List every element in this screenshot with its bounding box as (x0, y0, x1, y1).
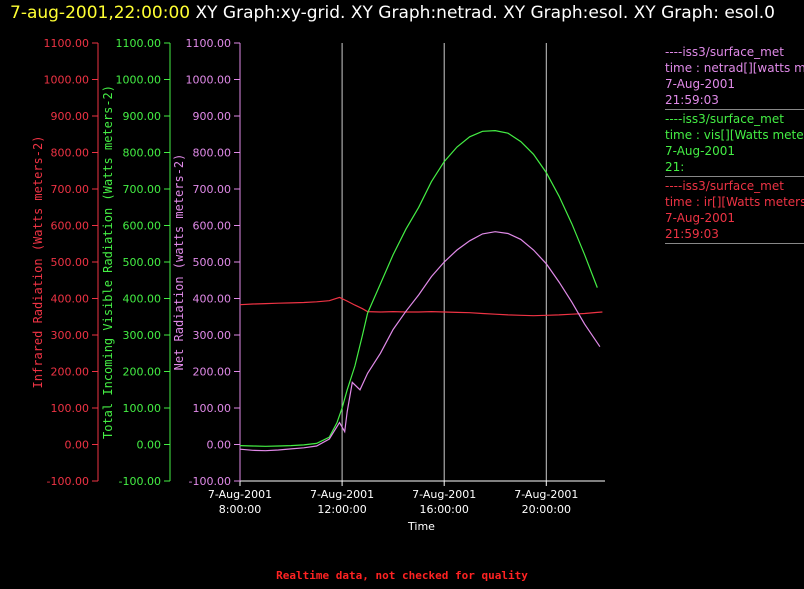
y-tick-label-ir: 400.00 (51, 293, 90, 306)
y-tick-label-ir: 700.00 (51, 183, 90, 196)
y-axis-label-ir: Infrared Radiation (Watts meters-2) (31, 136, 45, 389)
y-tick-label-ir: 1100.00 (44, 37, 90, 50)
chart-header: 7-aug-2001,22:00:00 XY Graph:xy-grid. XY… (10, 2, 790, 25)
y-tick-label-vis: 600.00 (123, 220, 162, 233)
legend-line: 7-Aug-2001 (665, 77, 736, 91)
x-tick-label-time: 16:00:00 (419, 503, 468, 516)
x-tick-label-time: 8:00:00 (219, 503, 261, 516)
x-axis-label: Time (407, 520, 435, 533)
series-line-vis (239, 129, 598, 447)
legend-line: time : netrad[][watts me (665, 61, 804, 75)
y-tick-label-netrad: 800.00 (193, 147, 232, 160)
y-tick-label-netrad: 700.00 (193, 183, 232, 196)
legend-line: 21:59:03 (665, 93, 719, 107)
y-tick-label-vis: 500.00 (123, 256, 162, 269)
y-tick-label-vis: 100.00 (123, 402, 162, 415)
y-tick-label-ir: 0.00 (65, 439, 90, 452)
y-tick-label-vis: 900.00 (123, 110, 162, 123)
y-tick-label-ir: 800.00 (51, 147, 90, 160)
x-tick-label-time: 12:00:00 (317, 503, 366, 516)
legend-line: time : ir[][Watts meters (665, 195, 804, 209)
x-tick-label-time: 20:00:00 (522, 503, 571, 516)
y-tick-label-vis: 800.00 (123, 147, 162, 160)
x-tick-label-date: 7-Aug-2001 (208, 488, 272, 501)
legend-line: 7-Aug-2001 (665, 211, 736, 225)
y-tick-label-ir: 900.00 (51, 110, 90, 123)
y-tick-label-ir: -100.00 (47, 475, 89, 488)
legend-line: ----iss3/surface_met (665, 112, 784, 126)
legend-line: ----iss3/surface_met (665, 45, 784, 59)
y-tick-label-netrad: 600.00 (193, 220, 232, 233)
y-axis-label-vis: Total Incoming Visible Radiation (Watts … (101, 85, 115, 439)
y-tick-label-netrad: 500.00 (193, 256, 232, 269)
y-tick-label-vis: 200.00 (123, 366, 162, 379)
y-tick-label-netrad: -100.00 (189, 475, 231, 488)
y-tick-label-ir: 1000.00 (44, 74, 90, 87)
y-tick-label-ir: 500.00 (51, 256, 90, 269)
x-tick-label-date: 7-Aug-2001 (310, 488, 374, 501)
series-line-ir (239, 296, 603, 317)
x-tick-label-date: 7-Aug-2001 (412, 488, 476, 501)
legend-line: time : vis[][Watts meter (665, 128, 804, 142)
y-axis-label-netrad: Net Radiation (watts meters-2) (172, 154, 186, 371)
legend-line: 7-Aug-2001 (665, 144, 736, 158)
y-tick-label-vis: 0.00 (137, 439, 162, 452)
y-tick-label-netrad: 200.00 (193, 366, 232, 379)
y-tick-label-netrad: 100.00 (193, 402, 232, 415)
y-tick-label-vis: 400.00 (123, 293, 162, 306)
y-tick-label-ir: 200.00 (51, 366, 90, 379)
y-tick-label-vis: 300.00 (123, 329, 162, 342)
y-tick-label-netrad: 300.00 (193, 329, 232, 342)
y-tick-label-vis: 700.00 (123, 183, 162, 196)
y-tick-label-netrad: 900.00 (193, 110, 232, 123)
y-tick-label-vis: -100.00 (119, 475, 161, 488)
quality-note: Realtime data, not checked for quality (276, 569, 528, 582)
y-tick-label-ir: 300.00 (51, 329, 90, 342)
y-tick-label-netrad: 1100.00 (186, 37, 232, 50)
legend-line: 21:59:03 (665, 227, 719, 241)
y-tick-label-netrad: 400.00 (193, 293, 232, 306)
y-tick-label-netrad: 0.00 (207, 439, 232, 452)
legend-line: ----iss3/surface_met (665, 179, 784, 193)
y-tick-label-ir: 100.00 (51, 402, 90, 415)
x-tick-label-date: 7-Aug-2001 (514, 488, 578, 501)
legend-line: 21: (665, 160, 685, 174)
y-tick-label-vis: 1000.00 (116, 74, 162, 87)
y-tick-label-netrad: 1000.00 (186, 74, 232, 87)
y-tick-label-vis: 1100.00 (116, 37, 162, 50)
timestamp: 7-aug-2001,22:00:00 (10, 3, 191, 23)
graph-titles: XY Graph:xy-grid. XY Graph:netrad. XY Gr… (195, 3, 776, 23)
series-line-netrad (239, 231, 601, 452)
y-tick-label-ir: 600.00 (51, 220, 90, 233)
